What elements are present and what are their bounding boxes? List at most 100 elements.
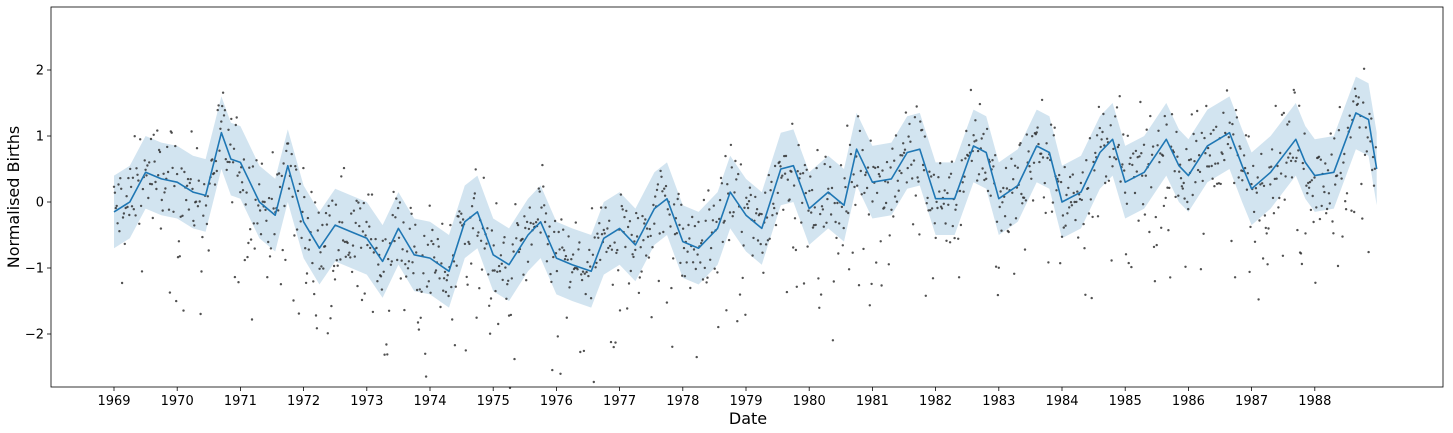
data-point (944, 222, 947, 225)
data-point (674, 217, 678, 220)
data-point (204, 204, 208, 207)
data-point (266, 276, 269, 279)
data-point (1040, 152, 1043, 155)
data-point (258, 209, 262, 212)
data-point (1306, 192, 1309, 195)
data-point (498, 270, 502, 273)
data-point (221, 91, 225, 94)
data-point (188, 181, 191, 185)
data-point (974, 119, 977, 122)
data-point (1339, 171, 1342, 175)
data-point (663, 187, 666, 190)
data-point (737, 172, 740, 176)
data-point (294, 165, 297, 168)
data-point (115, 204, 118, 208)
data-point (327, 204, 330, 208)
data-point (196, 205, 200, 208)
data-point (577, 248, 580, 251)
data-point (676, 197, 679, 201)
data-point (458, 210, 461, 213)
data-point (858, 129, 862, 133)
data-point (569, 280, 572, 284)
data-point (766, 239, 770, 242)
data-point (1063, 165, 1066, 169)
data-point (471, 227, 475, 230)
data-point (653, 222, 656, 225)
data-point (624, 245, 627, 249)
data-point (735, 178, 738, 181)
data-point (361, 230, 365, 233)
data-point (1286, 123, 1289, 126)
data-point (1270, 148, 1274, 151)
data-point (1098, 126, 1102, 130)
data-point (691, 215, 694, 219)
data-point (1093, 169, 1096, 172)
data-point (962, 190, 965, 193)
data-point (1142, 143, 1146, 146)
data-point (453, 344, 457, 347)
data-point (527, 227, 531, 231)
data-point (511, 243, 514, 246)
data-point (707, 189, 710, 192)
data-point (392, 190, 395, 194)
data-point (902, 151, 906, 154)
data-point (880, 284, 883, 287)
data-point (510, 277, 513, 280)
data-point (339, 258, 342, 261)
data-point (1370, 117, 1373, 120)
data-point (705, 281, 708, 284)
data-point (1231, 122, 1234, 126)
data-point (869, 139, 872, 142)
data-point (1235, 116, 1239, 119)
data-point (1141, 203, 1145, 206)
data-point (650, 316, 653, 319)
data-point (173, 184, 176, 188)
data-point (715, 220, 718, 224)
data-point (651, 246, 654, 249)
data-point (681, 274, 684, 277)
data-point (372, 251, 375, 254)
data-point (842, 226, 845, 230)
data-point (1103, 144, 1106, 147)
data-point (502, 241, 505, 244)
data-point (726, 183, 729, 186)
data-point (1216, 162, 1220, 165)
data-point (1293, 91, 1296, 94)
data-point (1299, 252, 1303, 255)
data-point (260, 162, 264, 165)
data-point (1138, 155, 1141, 158)
data-point (175, 299, 178, 303)
data-point (1010, 157, 1013, 160)
data-point (436, 237, 439, 241)
data-point (379, 275, 383, 278)
data-point (949, 172, 953, 175)
data-point (648, 227, 651, 231)
data-point (791, 122, 794, 126)
data-point (1085, 159, 1088, 162)
data-point (806, 245, 809, 248)
data-point (1371, 155, 1375, 159)
data-point (1249, 225, 1252, 229)
data-point (283, 204, 286, 208)
data-point (1342, 161, 1345, 164)
data-point (1264, 226, 1268, 230)
data-point (171, 166, 174, 170)
data-point (1365, 150, 1369, 153)
data-point (1029, 170, 1032, 173)
data-point (628, 220, 632, 223)
data-point (961, 181, 964, 184)
x-tick-label: 1971 (224, 394, 257, 409)
data-point (525, 279, 528, 282)
data-point (874, 166, 877, 170)
data-point (1300, 262, 1304, 266)
data-point (1165, 123, 1168, 126)
data-point (414, 223, 417, 226)
data-point (532, 222, 535, 225)
data-point (278, 185, 282, 189)
data-point (1276, 164, 1279, 168)
data-point (1166, 186, 1169, 189)
data-point (145, 174, 148, 177)
data-point (718, 217, 721, 221)
data-point (438, 277, 441, 280)
data-point (157, 174, 160, 177)
